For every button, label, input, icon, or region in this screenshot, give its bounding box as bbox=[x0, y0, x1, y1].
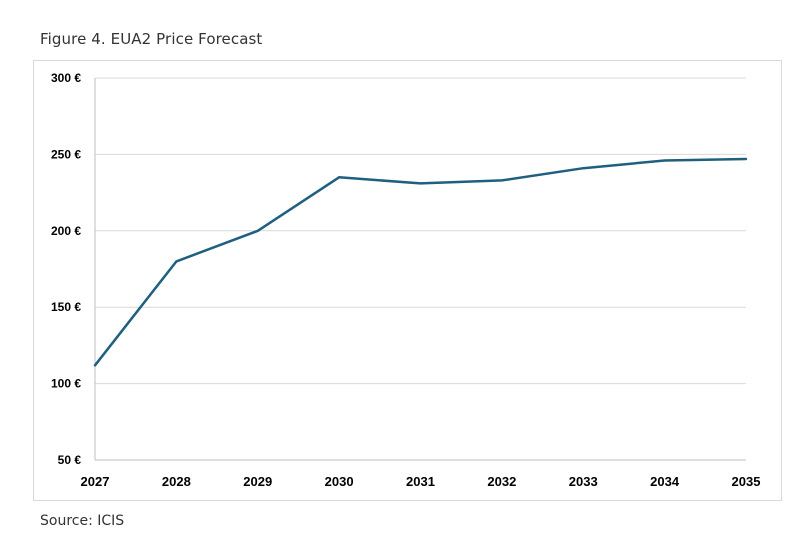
x-tick-label: 2030 bbox=[325, 474, 354, 489]
y-axis-ticks: 50 € 100 € 150 € 200 € 250 € 300 € bbox=[51, 71, 81, 467]
x-tick-label: 2031 bbox=[406, 474, 435, 489]
series bbox=[93, 157, 748, 367]
series-line bbox=[93, 157, 748, 367]
x-tick-label: 2034 bbox=[650, 474, 680, 489]
y-tick-label: 150 € bbox=[51, 300, 81, 314]
y-tick-label: 100 € bbox=[51, 377, 81, 391]
x-tick-label: 2028 bbox=[162, 474, 191, 489]
x-tick-label: 2027 bbox=[81, 474, 110, 489]
chart-frame bbox=[33, 60, 782, 501]
x-tick-label: 2035 bbox=[732, 474, 761, 489]
x-tick-label: 2033 bbox=[569, 474, 598, 489]
y-tick-label: 50 € bbox=[58, 453, 82, 467]
x-tick-label: 2029 bbox=[243, 474, 272, 489]
axes bbox=[94, 78, 746, 461]
figure-caption: Figure 4. EUA2 Price Forecast bbox=[40, 30, 263, 48]
x-axis-ticks: 2027 2028 2029 2030 2031 2032 2033 2034 2035 bbox=[81, 474, 761, 489]
source-note: Source: ICIS bbox=[40, 513, 125, 529]
x-tick-label: 2032 bbox=[487, 474, 516, 489]
gridlines bbox=[95, 77, 746, 385]
y-tick-label: 300 € bbox=[51, 71, 81, 85]
y-tick-label: 250 € bbox=[51, 147, 81, 161]
y-tick-label: 200 € bbox=[51, 224, 81, 238]
